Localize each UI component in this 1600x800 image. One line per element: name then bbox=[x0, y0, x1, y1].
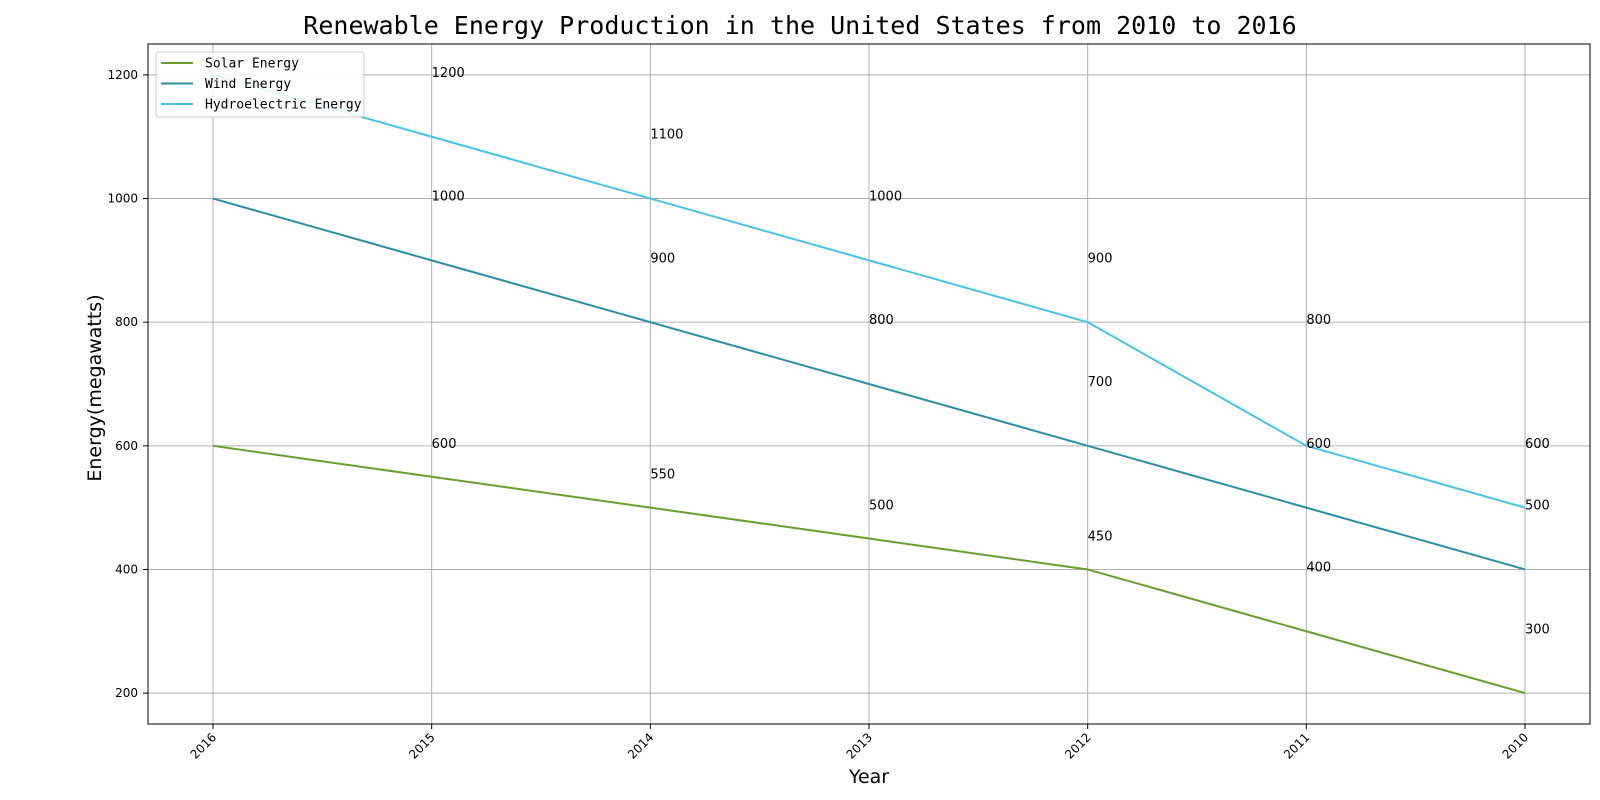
y-axis-ticks: 200 400 600 800 1000 1200 bbox=[107, 68, 148, 700]
x-tick-label: 2012 bbox=[1062, 730, 1093, 761]
y-tick-label: 400 bbox=[115, 562, 138, 576]
y-tick-label: 1000 bbox=[107, 192, 138, 206]
y-tick-label: 600 bbox=[115, 439, 138, 453]
data-label: 300 bbox=[1525, 622, 1550, 637]
data-label: 1200 bbox=[432, 66, 465, 81]
legend: Solar Energy Wind Energy Hydroelectric Ene… bbox=[155, 51, 365, 118]
y-tick-label: 200 bbox=[115, 686, 138, 700]
data-labels: 1200 1000 600 1100 900 550 1000 800 500 900 700 450… bbox=[432, 66, 1550, 637]
y-tick-label: 800 bbox=[115, 315, 138, 329]
x-tick-label: 2015 bbox=[406, 730, 437, 761]
legend-label-solar-energy: Solar Energy bbox=[205, 57, 299, 72]
legend-box bbox=[155, 51, 365, 118]
y-tick-label: 1200 bbox=[107, 68, 138, 82]
data-label: 500 bbox=[1525, 499, 1550, 514]
data-label: 600 bbox=[1525, 437, 1550, 452]
data-label: 600 bbox=[432, 437, 457, 452]
legend-label-hydroelectric-energy: Hydroelectric Energy bbox=[205, 98, 362, 113]
x-axis-label: Year bbox=[848, 766, 889, 788]
data-label: 800 bbox=[1306, 313, 1331, 328]
series-line-hydroelectric-energy bbox=[212, 73, 1526, 509]
series-line-solar-energy bbox=[212, 444, 1526, 695]
data-label: 550 bbox=[650, 468, 675, 483]
x-tick-label: 2013 bbox=[844, 730, 875, 761]
series-layer bbox=[212, 73, 1526, 695]
grid bbox=[148, 44, 1590, 724]
legend-label-wind-energy: Wind Energy bbox=[205, 77, 291, 92]
x-tick-label: 2011 bbox=[1281, 730, 1312, 761]
data-label: 1000 bbox=[432, 190, 465, 205]
data-label: 900 bbox=[650, 251, 675, 266]
y-axis-label: Energy(megawatts) bbox=[84, 294, 106, 481]
data-label: 500 bbox=[869, 499, 894, 514]
data-label: 450 bbox=[1088, 530, 1113, 545]
data-label: 700 bbox=[1088, 375, 1113, 390]
chart-title: Renewable Energy Production in the Unite… bbox=[303, 11, 1296, 40]
data-label: 1000 bbox=[869, 190, 902, 205]
series-line-wind-energy bbox=[212, 197, 1526, 571]
data-label: 800 bbox=[869, 313, 894, 328]
x-tick-label: 2014 bbox=[625, 730, 656, 761]
data-label: 1100 bbox=[650, 128, 683, 143]
data-label: 900 bbox=[1088, 251, 1113, 266]
x-tick-label: 2016 bbox=[188, 730, 219, 761]
x-axis-ticks: 2016 2015 2014 2013 2012 2011 2010 bbox=[188, 724, 1531, 762]
x-tick-label: 2010 bbox=[1500, 730, 1531, 761]
data-label: 400 bbox=[1306, 560, 1331, 575]
data-label: 600 bbox=[1306, 437, 1331, 452]
